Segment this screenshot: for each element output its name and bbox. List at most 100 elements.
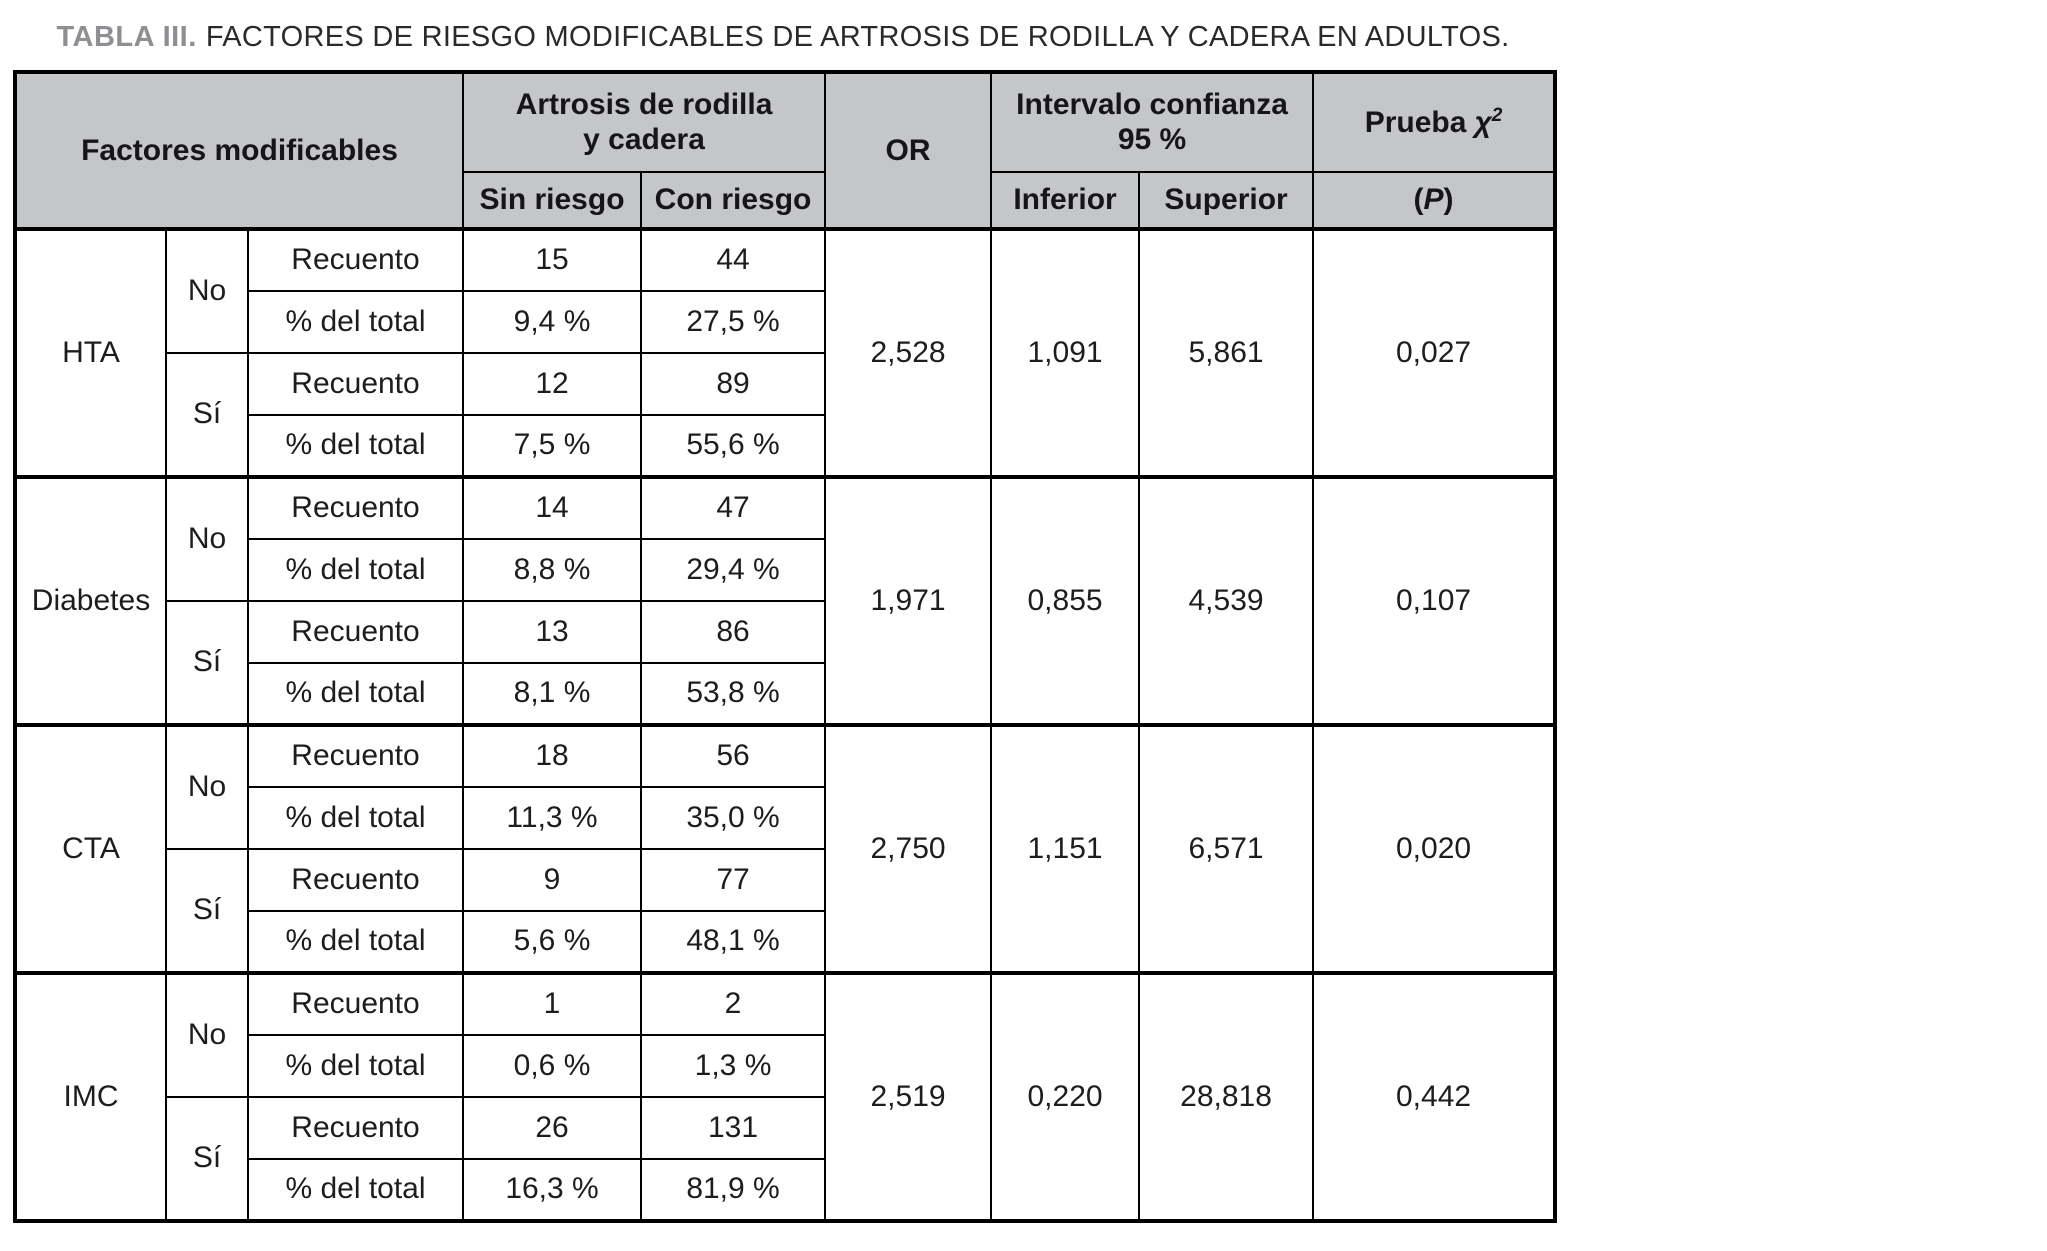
cell-no-count-con: 47 xyxy=(640,474,827,540)
cell-no-pct-sin: 8,8 % xyxy=(462,537,643,602)
chi-exponent: 2 xyxy=(1491,104,1503,126)
factor-cell-diabetes: Diabetes xyxy=(14,474,167,726)
row-label-recuento: Recuento xyxy=(246,1095,465,1160)
cell-no-count-con: 44 xyxy=(640,226,827,292)
row-label-recuento: Recuento xyxy=(246,226,465,292)
table-row: Sí Recuento 9 77 xyxy=(15,847,1555,974)
no-cell: No xyxy=(165,970,249,1098)
row-label-recuento: Recuento xyxy=(246,970,465,1036)
cell-no-count-sin: 18 xyxy=(462,722,643,788)
cell-si-count-con: 89 xyxy=(640,351,827,416)
cell-no-pct-con: 27,5 % xyxy=(640,289,827,354)
table-row: % del total 0,6 % 1,3 % xyxy=(15,1033,1555,1098)
header-intervalo-line2: 95 % xyxy=(1117,123,1187,157)
ci-inferior-cell: 1,151 xyxy=(990,722,1141,974)
cell-si-pct-con: 55,6 % xyxy=(640,413,827,478)
cell-si-count-sin: 13 xyxy=(462,599,643,664)
factor-cell-hta: HTA xyxy=(14,226,167,478)
row-label-pct: % del total xyxy=(246,289,465,354)
table-row: % del total 8,8 % 29,4 % xyxy=(15,537,1555,602)
header-row-1: Factores modificables Artrosis de rodill… xyxy=(13,70,1557,230)
cell-no-count-sin: 1 xyxy=(462,970,643,1036)
ci-inferior-cell: 0,220 xyxy=(990,970,1141,1222)
cell-si-count-sin: 12 xyxy=(462,351,643,416)
header-superior: Superior xyxy=(1138,170,1315,230)
risk-factors-table: Factores modificables Artrosis de rodill… xyxy=(13,69,1558,1223)
table-title-text: FACTORES DE RIESGO MODIFICABLES DE ARTRO… xyxy=(205,21,1510,53)
no-cell: No xyxy=(165,722,249,850)
cell-no-count-sin: 15 xyxy=(462,226,643,292)
chi-symbol: χ xyxy=(1474,105,1492,139)
factor-cell-cta: CTA xyxy=(14,722,167,974)
header-intervalo-confianza: Intervalo confianza 95 % xyxy=(990,70,1315,173)
si-cell: Sí xyxy=(165,847,249,974)
no-cell: No xyxy=(165,226,249,354)
cell-si-pct-con: 53,8 % xyxy=(640,661,827,726)
table-row: % del total 11,3 % 35,0 % xyxy=(15,785,1555,850)
row-label-pct: % del total xyxy=(246,537,465,602)
header-con-riesgo: Con riesgo xyxy=(640,170,827,230)
or-value-cell: 2,528 xyxy=(824,226,993,478)
table-row: Sí Recuento 26 131 xyxy=(15,1095,1555,1222)
cell-si-count-con: 77 xyxy=(640,847,827,912)
header-row-2: Sin riesgo Con riesgo Inferior Superior … xyxy=(15,170,1557,230)
table-row: % del total 9,4 % 27,5 % xyxy=(15,289,1555,354)
cell-no-pct-sin: 9,4 % xyxy=(462,289,643,354)
cell-si-count-sin: 26 xyxy=(462,1095,643,1160)
ci-superior-cell: 5,861 xyxy=(1138,226,1315,478)
ci-superior-cell: 28,818 xyxy=(1138,970,1315,1222)
row-label-recuento: Recuento xyxy=(246,722,465,788)
table-row: % del total 8,1 % 53,8 % xyxy=(15,661,1555,726)
header-intervalo-line1: Intervalo confianza xyxy=(1016,87,1288,121)
cell-si-count-con: 131 xyxy=(640,1095,827,1160)
header-artrosis-line2: y cadera xyxy=(583,123,705,157)
ci-inferior-cell: 1,091 xyxy=(990,226,1141,478)
table-row: Sí Recuento 13 86 xyxy=(15,599,1555,726)
p-value-cell: 0,442 xyxy=(1312,970,1557,1222)
p-paren-open: ( xyxy=(1413,183,1424,217)
table-row: Sí Recuento 12 89 xyxy=(15,351,1555,478)
row-label-pct: % del total xyxy=(246,909,465,974)
p-value-cell: 0,027 xyxy=(1312,226,1557,478)
table-row: IMC No Recuento 1 2 2,519 0,220 28,818 0… xyxy=(14,970,1557,1222)
p-value-cell: 0,107 xyxy=(1312,474,1557,726)
cell-no-pct-con: 29,4 % xyxy=(640,537,827,602)
table-row: HTA No Recuento 15 44 2,528 1,091 5,861 … xyxy=(14,226,1557,478)
table-body: HTA No Recuento 15 44 2,528 1,091 5,861 … xyxy=(14,226,1557,1222)
or-value-cell: 2,519 xyxy=(824,970,993,1222)
cell-si-pct-sin: 7,5 % xyxy=(462,413,643,478)
header-inferior: Inferior xyxy=(990,170,1141,230)
cell-si-pct-sin: 16,3 % xyxy=(462,1157,643,1222)
cell-si-pct-con: 81,9 % xyxy=(640,1157,827,1222)
cell-no-count-con: 2 xyxy=(640,970,827,1036)
table-row: CTA No Recuento 18 56 2,750 1,151 6,571 … xyxy=(14,722,1557,974)
cell-no-count-con: 56 xyxy=(640,722,827,788)
si-cell: Sí xyxy=(165,599,249,726)
cell-si-count-sin: 9 xyxy=(462,847,643,912)
ci-superior-cell: 6,571 xyxy=(1138,722,1315,974)
si-cell: Sí xyxy=(165,351,249,478)
header-artrosis-line1: Artrosis de rodilla xyxy=(515,87,773,121)
table-row: % del total 16,3 % 81,9 % xyxy=(15,1157,1555,1222)
no-cell: No xyxy=(165,474,249,602)
si-cell: Sí xyxy=(165,1095,249,1222)
table-header: Factores modificables Artrosis de rodill… xyxy=(13,70,1557,230)
header-prueba-text: Prueba xyxy=(1364,105,1467,139)
cell-si-pct-sin: 5,6 % xyxy=(462,909,643,974)
table-row: % del total 7,5 % 55,6 % xyxy=(15,413,1555,478)
cell-no-pct-sin: 0,6 % xyxy=(462,1033,643,1098)
cell-si-count-con: 86 xyxy=(640,599,827,664)
cell-si-pct-con: 48,1 % xyxy=(640,909,827,974)
row-label-recuento: Recuento xyxy=(246,847,465,912)
factor-cell-imc: IMC xyxy=(14,970,167,1222)
table-title-label: TABLA III. xyxy=(56,21,197,53)
or-value-cell: 1,971 xyxy=(824,474,993,726)
header-artrosis-rodilla-cadera: Artrosis de rodilla y cadera xyxy=(462,70,827,173)
header-sin-riesgo: Sin riesgo xyxy=(462,170,643,230)
ci-superior-cell: 4,539 xyxy=(1138,474,1315,726)
row-label-recuento: Recuento xyxy=(246,474,465,540)
row-label-recuento: Recuento xyxy=(246,351,465,416)
row-label-pct: % del total xyxy=(246,413,465,478)
table-row: % del total 5,6 % 48,1 % xyxy=(15,909,1555,974)
